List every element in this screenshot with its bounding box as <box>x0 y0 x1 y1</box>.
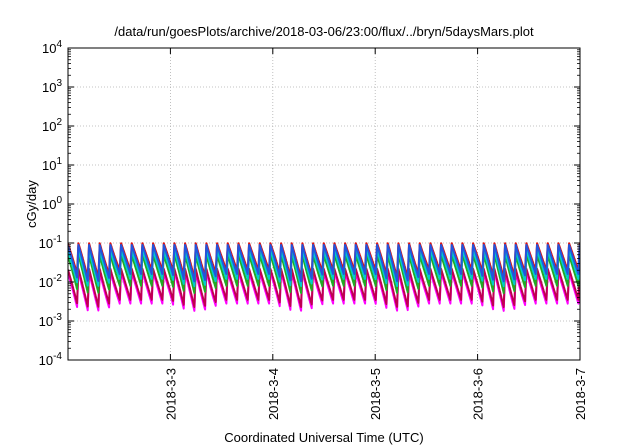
x-tick-label: 2018-3-5 <box>368 368 383 420</box>
series-line <box>68 244 580 283</box>
y-tick-label: 10-1 <box>39 234 63 251</box>
y-tick-label: 101 <box>42 156 62 173</box>
y-axis: 10-4 10-3 10-2 10-1 100 101 102 103 104 <box>39 39 580 368</box>
y-tick-label: 102 <box>42 117 62 134</box>
y-tick-label: 10-2 <box>39 273 63 290</box>
x-tick-label: 2018-3-3 <box>163 368 178 420</box>
y-axis-label: cGy/day <box>24 180 39 228</box>
chart-title: /data/run/goesPlots/archive/2018-03-06/2… <box>114 24 534 39</box>
x-axis-label: Coordinated Universal Time (UTC) <box>224 430 423 445</box>
y-tick-label: 100 <box>42 195 62 212</box>
y-tick-label: 104 <box>42 39 62 56</box>
y-tick-label: 103 <box>42 78 62 95</box>
data-series <box>68 242 580 312</box>
x-tick-label: 2018-3-4 <box>266 368 281 420</box>
x-tick-label: 2018-3-7 <box>573 368 588 420</box>
x-axis: 2018-3-3 2018-3-4 2018-3-5 2018-3-6 2018-3-7 <box>163 48 588 420</box>
y-tick-label: 10-4 <box>39 351 63 368</box>
grid-lines <box>68 48 580 360</box>
x-tick-label: 2018-3-6 <box>471 368 486 420</box>
y-tick-label: 10-3 <box>39 312 63 329</box>
